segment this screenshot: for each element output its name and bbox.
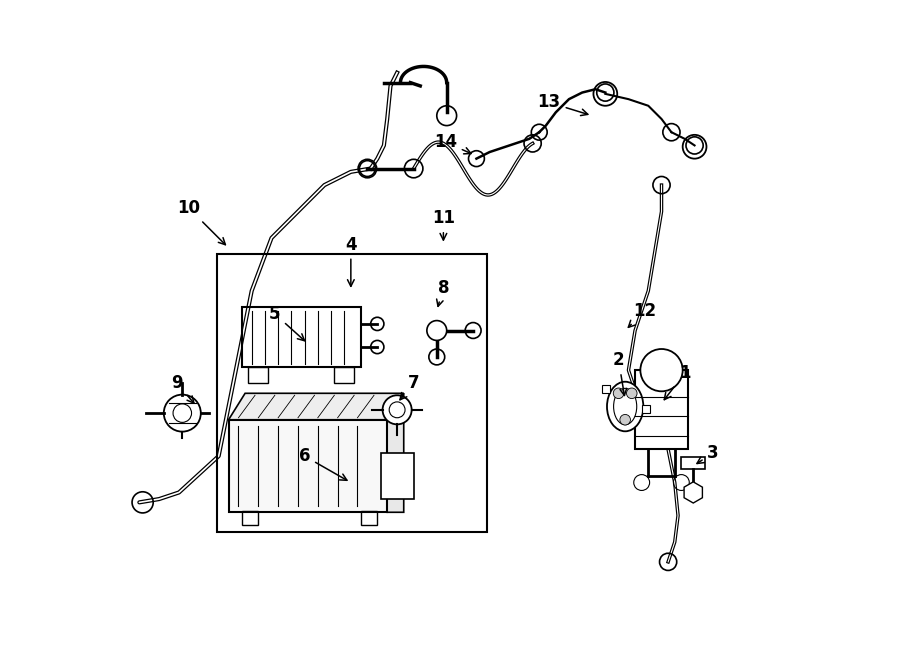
Circle shape: [613, 388, 624, 399]
Bar: [334, 367, 355, 383]
Text: 1: 1: [664, 364, 690, 400]
Bar: [242, 307, 361, 367]
Circle shape: [164, 395, 201, 432]
Text: 10: 10: [177, 199, 225, 245]
Polygon shape: [387, 393, 404, 512]
Text: 3: 3: [697, 444, 719, 463]
Bar: [602, 385, 610, 393]
Bar: [242, 511, 258, 525]
Circle shape: [382, 395, 411, 424]
Text: 7: 7: [400, 374, 419, 400]
Text: 4: 4: [345, 235, 356, 286]
Text: 11: 11: [432, 209, 454, 240]
Text: 9: 9: [171, 374, 194, 403]
Bar: [381, 453, 414, 499]
Polygon shape: [229, 393, 404, 420]
Circle shape: [620, 414, 631, 425]
Bar: [642, 405, 650, 413]
Bar: [229, 420, 387, 512]
Ellipse shape: [607, 381, 644, 431]
Bar: [361, 511, 377, 525]
Bar: [217, 254, 487, 532]
Circle shape: [173, 404, 192, 422]
Bar: [681, 457, 705, 469]
Bar: [635, 370, 688, 449]
Text: 14: 14: [434, 133, 471, 154]
Bar: [248, 367, 268, 383]
Text: 5: 5: [269, 305, 304, 340]
Text: 8: 8: [436, 278, 449, 306]
Circle shape: [641, 349, 683, 391]
Circle shape: [427, 321, 446, 340]
Circle shape: [626, 388, 637, 399]
Text: 13: 13: [537, 93, 588, 116]
Polygon shape: [684, 482, 702, 503]
Text: 12: 12: [628, 301, 657, 327]
Text: 6: 6: [299, 447, 347, 481]
Text: 2: 2: [613, 351, 626, 395]
